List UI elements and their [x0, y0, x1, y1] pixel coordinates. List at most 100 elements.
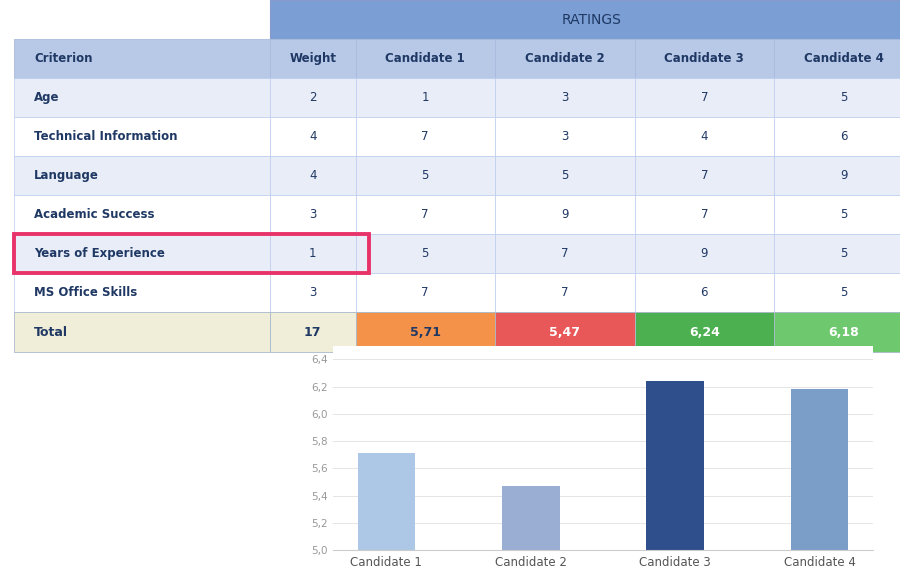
- Bar: [634, 117, 774, 156]
- Bar: [14, 234, 369, 273]
- Text: 5,47: 5,47: [549, 325, 580, 338]
- Text: Criterion: Criterion: [34, 52, 93, 65]
- Bar: [774, 273, 900, 312]
- Text: 4: 4: [309, 130, 317, 143]
- Text: 7: 7: [561, 286, 569, 299]
- Bar: [774, 78, 900, 117]
- Bar: [14, 195, 270, 234]
- Bar: [495, 39, 634, 78]
- Bar: [14, 39, 270, 78]
- Bar: [270, 234, 356, 273]
- Bar: [495, 273, 634, 312]
- Bar: [774, 117, 900, 156]
- Bar: [634, 78, 774, 117]
- Bar: [495, 117, 634, 156]
- Text: 9: 9: [840, 170, 848, 182]
- Bar: [356, 273, 495, 312]
- Bar: [270, 0, 900, 39]
- Bar: [356, 312, 495, 352]
- Text: 5,71: 5,71: [410, 325, 441, 338]
- Text: 7: 7: [421, 208, 429, 221]
- Text: Candidate 2: Candidate 2: [525, 52, 605, 65]
- Text: 5: 5: [840, 91, 848, 104]
- Text: Language: Language: [34, 170, 99, 182]
- Bar: [270, 273, 356, 312]
- Bar: [14, 156, 270, 195]
- Text: 7: 7: [700, 170, 708, 182]
- Bar: [14, 234, 270, 273]
- Text: Candidate 4: Candidate 4: [804, 52, 884, 65]
- Text: 5: 5: [421, 170, 429, 182]
- Bar: [356, 234, 495, 273]
- Text: Candidate 3: Candidate 3: [664, 52, 744, 65]
- Bar: [14, 312, 270, 352]
- Bar: [356, 39, 495, 78]
- Text: Years of Experience: Years of Experience: [34, 247, 165, 260]
- Bar: [774, 195, 900, 234]
- Text: 4: 4: [309, 170, 317, 182]
- Bar: [270, 78, 356, 117]
- Text: Technical Information: Technical Information: [34, 130, 177, 143]
- Text: 5: 5: [421, 247, 429, 260]
- Text: 5: 5: [561, 170, 569, 182]
- Text: RATINGS: RATINGS: [562, 12, 622, 27]
- Bar: [634, 156, 774, 195]
- Bar: [495, 195, 634, 234]
- Text: Age: Age: [34, 91, 59, 104]
- Text: 9: 9: [700, 247, 708, 260]
- Text: Academic Success: Academic Success: [34, 208, 155, 221]
- Bar: [495, 234, 634, 273]
- Bar: [356, 156, 495, 195]
- Bar: [774, 234, 900, 273]
- Text: 3: 3: [309, 208, 317, 221]
- Text: 1: 1: [309, 247, 317, 260]
- Text: 3: 3: [561, 130, 569, 143]
- Text: 7: 7: [421, 130, 429, 143]
- Text: 6: 6: [840, 130, 848, 143]
- Text: 7: 7: [561, 247, 569, 260]
- Bar: [357, 454, 415, 567]
- Bar: [774, 156, 900, 195]
- Text: 2: 2: [309, 91, 317, 104]
- Text: 5: 5: [840, 247, 848, 260]
- Text: 6: 6: [700, 286, 708, 299]
- Text: Weight: Weight: [289, 52, 337, 65]
- Bar: [270, 39, 356, 78]
- Bar: [270, 195, 356, 234]
- Bar: [634, 312, 774, 352]
- Text: 7: 7: [700, 208, 708, 221]
- Bar: [634, 273, 774, 312]
- Bar: [356, 78, 495, 117]
- Text: 6,24: 6,24: [688, 325, 720, 338]
- Text: 7: 7: [421, 286, 429, 299]
- Text: 5: 5: [840, 286, 848, 299]
- Text: Total: Total: [34, 325, 68, 338]
- Bar: [14, 78, 270, 117]
- Bar: [356, 117, 495, 156]
- Bar: [270, 312, 356, 352]
- Bar: [502, 486, 560, 567]
- Text: 17: 17: [304, 325, 321, 338]
- Bar: [14, 117, 270, 156]
- Bar: [634, 39, 774, 78]
- Text: 3: 3: [561, 91, 569, 104]
- Bar: [495, 78, 634, 117]
- Bar: [634, 234, 774, 273]
- Bar: [495, 156, 634, 195]
- Text: MS Office Skills: MS Office Skills: [34, 286, 138, 299]
- Text: 1: 1: [421, 91, 429, 104]
- Text: Candidate 1: Candidate 1: [385, 52, 465, 65]
- Text: 3: 3: [309, 286, 317, 299]
- Bar: [495, 312, 634, 352]
- Text: 5: 5: [840, 208, 848, 221]
- Text: 7: 7: [700, 91, 708, 104]
- Bar: [634, 195, 774, 234]
- Bar: [270, 156, 356, 195]
- Text: 4: 4: [700, 130, 708, 143]
- Bar: [791, 390, 849, 567]
- Bar: [14, 273, 270, 312]
- Bar: [270, 117, 356, 156]
- Bar: [356, 195, 495, 234]
- Text: 6,18: 6,18: [828, 325, 859, 338]
- Bar: [774, 312, 900, 352]
